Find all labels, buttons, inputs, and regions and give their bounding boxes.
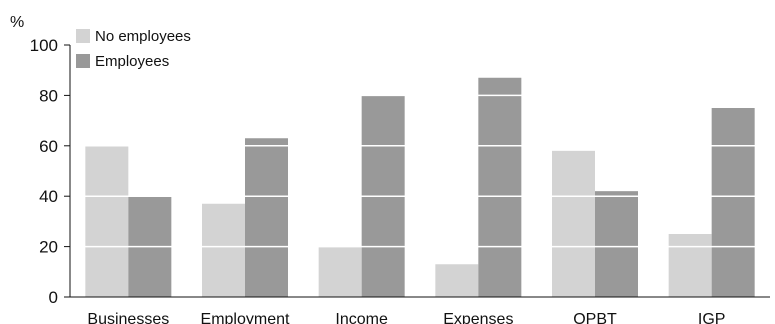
x-category-label-expenses: Expenses — [443, 311, 513, 324]
legend-label-no-employees: No employees — [95, 28, 191, 45]
x-category-label-income: Income — [335, 311, 388, 324]
bar-expenses-no-employees — [435, 264, 479, 297]
y-tick-label-0: 0 — [49, 288, 58, 307]
y-tick-label-40: 40 — [39, 187, 58, 206]
bar-opbt-employees — [595, 191, 638, 297]
legend-swatch-employees — [76, 54, 90, 68]
y-tick-label-20: 20 — [39, 238, 58, 257]
y-tick-label-80: 80 — [39, 86, 58, 105]
bar-expenses-employees — [478, 77, 522, 297]
legend-label-employees: Employees — [95, 53, 169, 70]
bars-layer — [85, 77, 755, 298]
x-category-label-employment: Employment — [201, 311, 290, 324]
y-ticks-layer: 0 20 40 60 80 100 — [30, 36, 70, 307]
gridlines-layer — [70, 94, 770, 248]
legend-swatch-no-employees — [76, 29, 90, 43]
bar-igp-employees — [711, 108, 755, 297]
x-category-label-businesses: Businesses — [87, 311, 169, 324]
x-category-label-opbt: OPBT — [573, 311, 617, 324]
bar-businesses-no-employees — [85, 145, 129, 297]
axes-layer — [69, 45, 770, 298]
bar-employment-employees — [245, 138, 288, 297]
legend: No employees Employees — [76, 28, 191, 70]
bar-igp-no-employees — [668, 234, 712, 297]
bar-employment-no-employees — [202, 203, 245, 297]
bar-income-no-employees — [318, 246, 362, 297]
y-tick-label-100: 100 — [30, 36, 58, 55]
x-category-label-igp: IGP — [698, 311, 726, 324]
x-labels-layer: Businesses Employment Income Expenses OPBT IG… — [87, 311, 725, 324]
bar-opbt-no-employees — [552, 150, 595, 297]
y-tick-label-60: 60 — [39, 137, 58, 156]
y-axis-unit-label: % — [10, 14, 24, 31]
